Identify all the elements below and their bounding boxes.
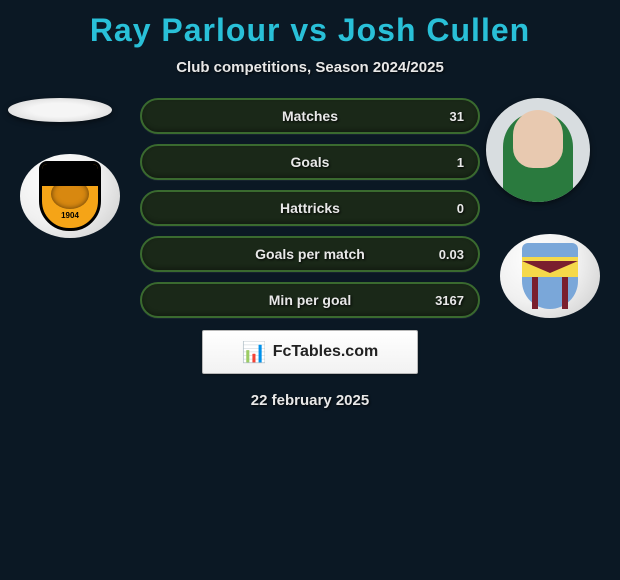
stat-value-right: 0.03 xyxy=(439,247,464,262)
player-right-jersey xyxy=(503,112,573,202)
stat-value-right: 3167 xyxy=(435,293,464,308)
snapshot-date: 22 february 2025 xyxy=(0,392,620,409)
club-right-stripe xyxy=(562,277,568,309)
club-right-shield-top xyxy=(522,243,578,257)
stat-label: Hattricks xyxy=(280,200,340,216)
stat-label: Matches xyxy=(282,108,338,124)
subtitle: Club competitions, Season 2024/2025 xyxy=(0,59,620,76)
stat-row: Hattricks 0 xyxy=(140,190,480,226)
stat-value-right: 1 xyxy=(457,155,464,170)
stat-row: Goals 1 xyxy=(140,144,480,180)
club-right-stripe xyxy=(532,277,538,309)
stats-bars: Matches 31 Goals 1 Hattricks 0 Goals per match… xyxy=(140,98,480,318)
page-title: Ray Parlour vs Josh Cullen xyxy=(0,0,620,49)
club-left-badge: 1904 xyxy=(20,154,120,238)
stat-row: Matches 31 xyxy=(140,98,480,134)
comparison-content: 1904 Matches 31 Goals 1 Hattricks 0 Goals per … xyxy=(0,98,620,409)
stat-label: Goals per match xyxy=(255,246,365,262)
chart-icon: 📊 xyxy=(242,340,267,365)
club-left-year: 1904 xyxy=(61,211,79,220)
stat-row: Min per goal 3167 xyxy=(140,282,480,318)
club-right-shield xyxy=(522,243,578,309)
club-right-shield-mid xyxy=(522,257,578,277)
stat-label: Min per goal xyxy=(269,292,351,308)
stat-value-right: 31 xyxy=(450,109,464,124)
stat-row: Goals per match 0.03 xyxy=(140,236,480,272)
club-left-shield: 1904 xyxy=(39,161,101,231)
club-right-shield-bottom xyxy=(522,277,578,309)
stat-label: Goals xyxy=(291,154,330,170)
club-left-shield-top xyxy=(42,164,98,186)
player-right-head xyxy=(513,110,563,168)
club-right-badge xyxy=(500,234,600,318)
source-logo: 📊 FcTables.com xyxy=(202,330,418,374)
player-right-avatar xyxy=(486,98,590,202)
stat-value-right: 0 xyxy=(457,201,464,216)
player-left-avatar xyxy=(8,98,112,122)
source-logo-text: FcTables.com xyxy=(273,343,379,361)
club-right-chevron xyxy=(522,261,578,273)
